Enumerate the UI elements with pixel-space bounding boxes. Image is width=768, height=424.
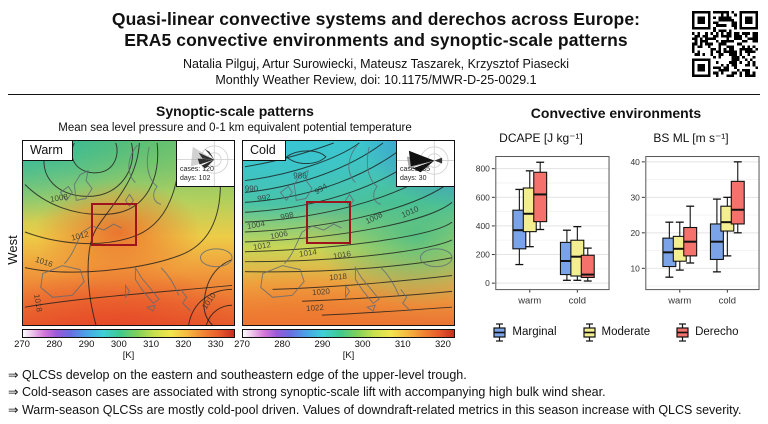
- svg-text:cold: cold: [569, 294, 586, 305]
- colorbar-tick-label: 290: [314, 338, 331, 350]
- contour-label: 986: [293, 171, 307, 181]
- legend-item: Moderate: [582, 323, 651, 342]
- colorbar-tick-label: 280: [46, 338, 63, 350]
- svg-text:800: 800: [476, 163, 490, 173]
- finding-item: ⇒ Cold-season cases are associated with …: [8, 385, 606, 400]
- colorbar-tick-label: 330: [207, 338, 224, 350]
- svg-text:cold: cold: [719, 294, 736, 305]
- colorbar-gradient: [242, 328, 455, 338]
- colorbar-tick-label: 300: [110, 338, 127, 350]
- inset-stats: cases: 120 days: 102: [180, 166, 214, 184]
- colorbar-tick-label: 280: [274, 338, 291, 350]
- svg-text:400: 400: [476, 221, 490, 231]
- colorbar-tick-label: 290: [78, 338, 95, 350]
- warm-map-graphic: [24, 142, 233, 325]
- header: Quasi-linear convective systems and dere…: [0, 0, 768, 87]
- synoptic-subtitle: Mean sea level pressure and 0-1 km equiv…: [58, 121, 412, 134]
- wind-rose-icon: [177, 140, 234, 186]
- days-count: days: 30: [400, 174, 427, 182]
- wind-rose-inset-cold: cases: 35 days: 30: [396, 140, 454, 187]
- legend-item: Marginal: [493, 323, 557, 342]
- warm-map: 1008 1012 1016 1018 1010 Warm: [22, 139, 235, 326]
- cases-count: cases: 35: [400, 166, 430, 174]
- colorbar-unit: [K]: [122, 349, 135, 361]
- key-findings: ⇒ QLCSs develop on the eastern and south…: [0, 361, 768, 420]
- main-content: Synoptic-scale patterns Mean sea level p…: [0, 95, 768, 361]
- maps-row: West: [4, 139, 466, 361]
- panel-label-cold: Cold: [243, 140, 286, 161]
- colorbar-ticks: 270 280 290 300 310 320: [234, 338, 455, 350]
- bsml-plot: BS ML [m s⁻¹] 10 20 30 40 warm cold: [618, 131, 764, 317]
- svg-text:200: 200: [476, 249, 490, 259]
- qr-code: [692, 11, 758, 77]
- convective-title: Convective environments: [530, 104, 702, 121]
- bsml-boxplot: 10 20 30 40 warm cold: [630, 155, 760, 305]
- colorbar-unit: [K]: [342, 349, 355, 361]
- inset-stats: cases: 35 days: 30: [400, 166, 430, 184]
- synoptic-section: Synoptic-scale patterns Mean sea level p…: [0, 95, 466, 361]
- dcape-boxplot: 0 200 400 600 800 warm cold: [476, 155, 610, 305]
- colorbar-warm: 270 280 290 300 310 320 330 [K]: [14, 328, 235, 361]
- svg-text:warm: warm: [667, 294, 691, 305]
- colorbar-tick-label: 270: [14, 338, 30, 350]
- finding-item: ⇒ Warm-season QLCSs are mostly cold-pool…: [8, 403, 742, 418]
- legend-label: Derecho: [695, 326, 739, 339]
- svg-text:warm: warm: [517, 294, 541, 305]
- panel-label-warm: Warm: [23, 140, 73, 161]
- coastlines: [260, 144, 453, 312]
- wind-rose-icon: [397, 140, 454, 186]
- finding-item: ⇒ QLCSs develop on the eastern and south…: [8, 367, 467, 382]
- contour-label: 990: [244, 184, 259, 194]
- contour-label: 1020: [311, 286, 331, 297]
- map-panel-cold: 986 990 992 994 998 1004 1006 1008 1010 1012 1014 1…: [234, 139, 455, 361]
- paper-title-line1: Quasi-linear convective systems and dere…: [111, 9, 641, 29]
- analysis-region-box: [90, 203, 137, 246]
- days-count: days: 102: [180, 174, 211, 182]
- wind-rose-inset-warm: cases: 120 days: 102: [176, 140, 234, 187]
- svg-text:20: 20: [630, 227, 640, 237]
- paper-title-line2: ERA5 convective environments and synopti…: [124, 30, 628, 51]
- authors: Natalia Pilguj, Artur Surowiecki, Mateus…: [182, 56, 570, 71]
- svg-text:600: 600: [476, 192, 490, 202]
- bsml-plot-title: BS ML [m s⁻¹]: [653, 130, 729, 145]
- svg-text:0: 0: [485, 278, 490, 288]
- west-axis-label: West: [5, 235, 20, 265]
- convective-section: Convective environments DCAPE [J kg⁻¹] 0…: [466, 95, 768, 342]
- colorbar-cold: 270 280 290 300 310 320 [K]: [234, 328, 455, 361]
- synoptic-title: Synoptic-scale patterns: [156, 102, 314, 119]
- plots-row: DCAPE [J kg⁻¹] 0 200 400 600 800 warm cold BS …: [468, 131, 764, 317]
- svg-text:30: 30: [630, 192, 640, 202]
- colorbar-tick-label: 320: [175, 338, 192, 350]
- dcape-plot: DCAPE [J kg⁻¹] 0 200 400 600 800 warm cold: [468, 131, 614, 317]
- legend-label: Moderate: [601, 326, 651, 339]
- legend-item: Derecho: [676, 323, 739, 342]
- map-panel-warm: 1008 1012 1016 1018 1010 Warm: [14, 139, 235, 361]
- boxplot-key-icon: [582, 323, 596, 342]
- contour-label: 1022: [305, 303, 324, 314]
- colorbar-tick-label: 320: [435, 338, 451, 350]
- colorbar-tick-label: 270: [234, 338, 250, 350]
- analysis-region-box: [306, 201, 351, 244]
- colorbar-tick-label: 310: [394, 338, 411, 350]
- svg-text:40: 40: [630, 157, 640, 167]
- divider: [8, 93, 760, 95]
- west-gutter: West: [4, 140, 22, 361]
- colorbar-tick-label: 310: [143, 338, 160, 350]
- boxplot-key-icon: [493, 323, 507, 342]
- severity-legend: Marginal Moderate Derecho: [468, 323, 764, 342]
- dcape-plot-title: DCAPE [J kg⁻¹]: [499, 130, 583, 145]
- legend-label: Marginal: [512, 326, 557, 339]
- colorbar-tick-label: 300: [354, 338, 371, 350]
- cold-map: 986 990 992 994 998 1004 1006 1008 1010 1012 1014 1…: [242, 139, 455, 326]
- colorbar-ticks: 270 280 290 300 310 320 330: [14, 338, 235, 350]
- boxplot-key-icon: [676, 323, 689, 342]
- svg-text:10: 10: [630, 263, 640, 273]
- cases-count: cases: 120: [180, 166, 214, 174]
- colorbar-gradient: [22, 328, 235, 338]
- coastlines: [40, 144, 233, 312]
- journal-doi: Monthly Weather Review, doi: 10.1175/MWR…: [215, 72, 537, 87]
- contour-label: 1018: [328, 271, 348, 283]
- contour-label: 992: [256, 192, 272, 204]
